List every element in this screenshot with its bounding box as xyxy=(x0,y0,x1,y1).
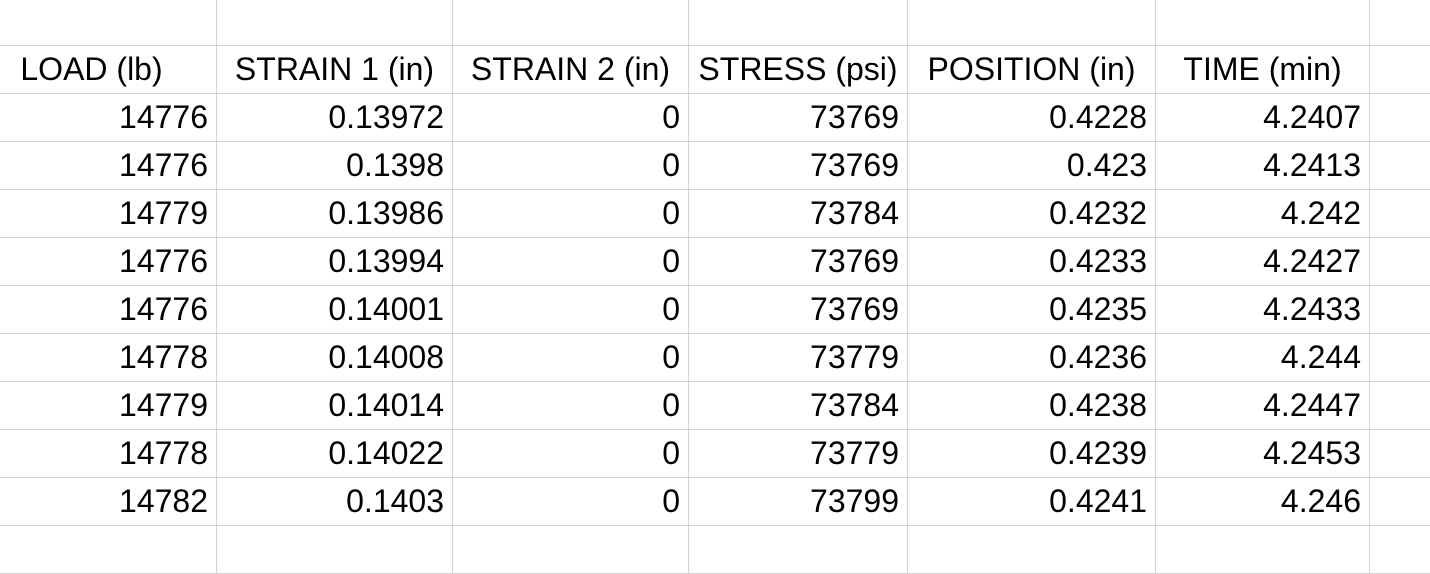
cell-strain2[interactable]: 0 xyxy=(453,190,689,238)
cell-stress[interactable]: 73769 xyxy=(689,94,908,142)
cell-position[interactable]: 0.4228 xyxy=(908,94,1156,142)
cell-load[interactable]: 14776 xyxy=(0,238,217,286)
column-header-load[interactable]: LOAD (lb) xyxy=(0,46,217,94)
column-header-strain2[interactable]: STRAIN 2 (in) xyxy=(453,46,689,94)
empty-cell[interactable] xyxy=(908,0,1156,46)
column-header-strain1[interactable]: STRAIN 1 (in) xyxy=(217,46,453,94)
empty-cell[interactable] xyxy=(1156,0,1370,46)
empty-cell[interactable] xyxy=(1370,94,1430,142)
cell-load[interactable]: 14776 xyxy=(0,286,217,334)
cell-strain1[interactable]: 0.14008 xyxy=(217,334,453,382)
cell-strain1[interactable]: 0.1403 xyxy=(217,478,453,526)
empty-cell[interactable] xyxy=(0,0,217,46)
cell-time[interactable]: 4.244 xyxy=(1156,334,1370,382)
cell-time[interactable]: 4.242 xyxy=(1156,190,1370,238)
cell-load[interactable]: 14779 xyxy=(0,190,217,238)
empty-cell[interactable] xyxy=(1370,430,1430,478)
cell-strain2[interactable]: 0 xyxy=(453,238,689,286)
cell-stress[interactable]: 73799 xyxy=(689,478,908,526)
cell-stress[interactable]: 73769 xyxy=(689,142,908,190)
empty-cell[interactable] xyxy=(908,526,1156,574)
cell-strain1[interactable]: 0.13994 xyxy=(217,238,453,286)
cell-position[interactable]: 0.4238 xyxy=(908,382,1156,430)
column-header-stress[interactable]: STRESS (psi) xyxy=(689,46,908,94)
cell-stress[interactable]: 73769 xyxy=(689,238,908,286)
column-header-position[interactable]: POSITION (in) xyxy=(908,46,1156,94)
cell-load[interactable]: 14779 xyxy=(0,382,217,430)
empty-cell[interactable] xyxy=(689,0,908,46)
cell-position[interactable]: 0.4233 xyxy=(908,238,1156,286)
cell-load[interactable]: 14776 xyxy=(0,94,217,142)
cell-time[interactable]: 4.246 xyxy=(1156,478,1370,526)
cell-stress[interactable]: 73784 xyxy=(689,190,908,238)
cell-strain2[interactable]: 0 xyxy=(453,94,689,142)
cell-position[interactable]: 0.4232 xyxy=(908,190,1156,238)
cell-time[interactable]: 4.2433 xyxy=(1156,286,1370,334)
empty-cell[interactable] xyxy=(453,526,689,574)
cell-position[interactable]: 0.4241 xyxy=(908,478,1156,526)
column-header-time[interactable]: TIME (min) xyxy=(1156,46,1370,94)
empty-cell[interactable] xyxy=(1370,46,1430,94)
empty-cell[interactable] xyxy=(217,526,453,574)
empty-cell[interactable] xyxy=(1370,286,1430,334)
cell-load[interactable]: 14782 xyxy=(0,478,217,526)
empty-cell[interactable] xyxy=(1370,382,1430,430)
cell-strain1[interactable]: 0.1398 xyxy=(217,142,453,190)
cell-stress[interactable]: 73769 xyxy=(689,286,908,334)
cell-time[interactable]: 4.2453 xyxy=(1156,430,1370,478)
empty-cell[interactable] xyxy=(453,0,689,46)
cell-strain1[interactable]: 0.14014 xyxy=(217,382,453,430)
cell-strain1[interactable]: 0.13986 xyxy=(217,190,453,238)
cell-strain2[interactable]: 0 xyxy=(453,382,689,430)
cell-position[interactable]: 0.4235 xyxy=(908,286,1156,334)
cell-position[interactable]: 0.4236 xyxy=(908,334,1156,382)
cell-position[interactable]: 0.423 xyxy=(908,142,1156,190)
cell-strain1[interactable]: 0.13972 xyxy=(217,94,453,142)
empty-cell[interactable] xyxy=(1370,142,1430,190)
empty-cell[interactable] xyxy=(1370,190,1430,238)
cell-time[interactable]: 4.2413 xyxy=(1156,142,1370,190)
cell-load[interactable]: 14776 xyxy=(0,142,217,190)
cell-strain2[interactable]: 0 xyxy=(453,286,689,334)
empty-cell[interactable] xyxy=(689,526,908,574)
cell-time[interactable]: 4.2407 xyxy=(1156,94,1370,142)
empty-cell[interactable] xyxy=(1370,334,1430,382)
empty-cell[interactable] xyxy=(1370,238,1430,286)
cell-load[interactable]: 14778 xyxy=(0,334,217,382)
cell-stress[interactable]: 73779 xyxy=(689,430,908,478)
cell-strain2[interactable]: 0 xyxy=(453,334,689,382)
cell-strain1[interactable]: 0.14001 xyxy=(217,286,453,334)
cell-stress[interactable]: 73779 xyxy=(689,334,908,382)
cell-load[interactable]: 14778 xyxy=(0,430,217,478)
cell-strain2[interactable]: 0 xyxy=(453,478,689,526)
empty-cell[interactable] xyxy=(1370,0,1430,46)
cell-strain1[interactable]: 0.14022 xyxy=(217,430,453,478)
empty-cell[interactable] xyxy=(1370,526,1430,574)
cell-time[interactable]: 4.2427 xyxy=(1156,238,1370,286)
cell-strain2[interactable]: 0 xyxy=(453,430,689,478)
empty-cell[interactable] xyxy=(1370,478,1430,526)
cell-stress[interactable]: 73784 xyxy=(689,382,908,430)
cell-strain2[interactable]: 0 xyxy=(453,142,689,190)
empty-cell[interactable] xyxy=(217,0,453,46)
cell-position[interactable]: 0.4239 xyxy=(908,430,1156,478)
cell-time[interactable]: 4.2447 xyxy=(1156,382,1370,430)
empty-cell[interactable] xyxy=(0,526,217,574)
empty-cell[interactable] xyxy=(1156,526,1370,574)
